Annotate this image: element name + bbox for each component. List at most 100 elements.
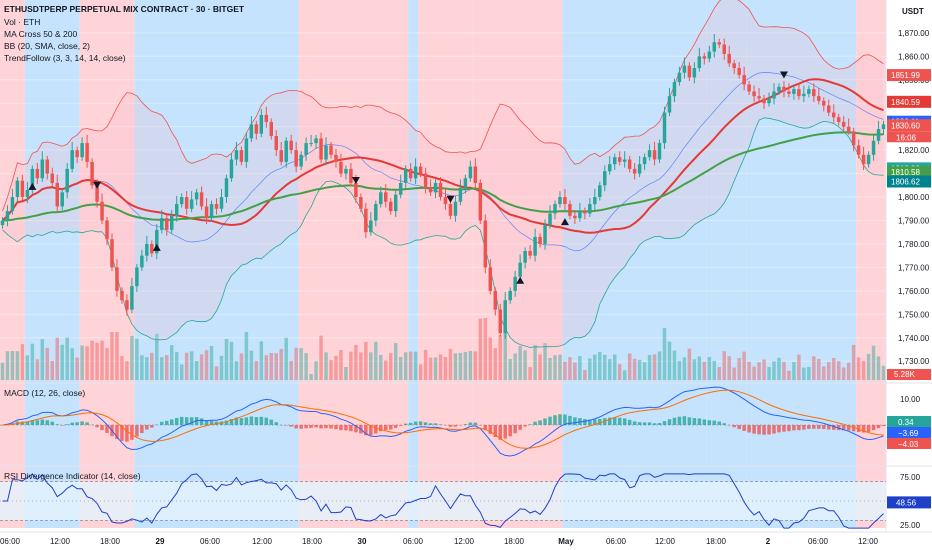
volume-bar — [578, 356, 582, 380]
macd-bar — [612, 417, 617, 425]
volume-bar — [727, 356, 731, 380]
candle — [299, 154, 303, 167]
ma-slow-tag: 1810.58 — [887, 166, 931, 179]
macd-bar — [851, 425, 856, 432]
macd-bar — [319, 425, 323, 429]
macd-bar — [294, 425, 298, 429]
volume-bar — [453, 353, 458, 380]
volume-bar — [523, 350, 527, 380]
candle — [483, 220, 488, 268]
candle — [851, 131, 856, 146]
candles — [0, 34, 886, 339]
macd-value-tag: 0.34 — [887, 416, 931, 427]
macd-bar — [861, 425, 866, 433]
macd-bar — [468, 422, 473, 425]
macd-bar — [443, 425, 448, 426]
volume-bar — [194, 361, 199, 380]
volume-bar — [379, 354, 383, 380]
candle — [588, 204, 592, 214]
volume-bar — [408, 351, 413, 380]
bb-upper-tag-label: 1851.99 — [891, 71, 920, 80]
rsi-legend: RSI Divergence Indicator (14, close) — [4, 471, 141, 481]
macd-bar — [179, 416, 184, 425]
volume-bar — [468, 350, 473, 380]
countdown-label: 16:06 — [896, 133, 917, 142]
macd-bar — [463, 424, 468, 425]
x-tick-label: 12:00 — [858, 537, 879, 546]
candle — [513, 276, 517, 291]
candle — [876, 129, 881, 141]
x-tick-label: 12:00 — [50, 537, 71, 546]
volume-bar — [249, 350, 254, 380]
candle — [294, 150, 298, 167]
volume-bar — [140, 355, 144, 380]
candle — [80, 143, 84, 158]
volume-bar — [174, 352, 179, 380]
volume-bar — [199, 354, 204, 380]
macd-bar — [239, 418, 244, 425]
volume-bar — [652, 354, 657, 380]
macd-bar — [324, 425, 328, 429]
volume-bar — [209, 346, 214, 380]
macd-bar — [692, 418, 697, 425]
candle — [269, 121, 274, 137]
rsi-value-tag: 48.56 — [887, 496, 931, 509]
volume-bar — [254, 360, 259, 380]
macd-bar — [304, 425, 308, 429]
macd-bar — [707, 420, 712, 425]
candle — [662, 112, 667, 144]
macd-bar — [224, 420, 229, 425]
x-tick-label: 29 — [156, 537, 165, 546]
volume-bar — [244, 332, 249, 380]
macd-bar — [493, 425, 498, 438]
macd-bar — [199, 418, 204, 425]
macd-value-box — [887, 427, 931, 438]
candle — [329, 145, 333, 155]
candle — [284, 140, 288, 162]
y-tick-label: 1,750.00 — [898, 310, 930, 319]
candle — [677, 72, 682, 83]
candle — [35, 168, 40, 179]
macd-bar — [105, 425, 109, 433]
volume-bar — [279, 348, 283, 380]
ma-legend: MA Cross 50 & 200 — [4, 29, 78, 39]
trend-zone — [418, 0, 473, 528]
macd-bar — [817, 425, 821, 429]
volume-bar — [443, 356, 448, 380]
volume-bar — [632, 358, 637, 380]
macd-bar — [528, 424, 532, 425]
macd-bar — [448, 425, 453, 427]
candle — [219, 197, 224, 209]
volume-bar — [603, 354, 607, 380]
candle — [762, 98, 766, 104]
candle — [578, 211, 582, 219]
macd-bar — [349, 425, 353, 432]
macd-bar — [379, 425, 383, 432]
volume-bar — [742, 351, 746, 380]
candle — [777, 86, 781, 92]
y-tick-label: 1,780.00 — [898, 240, 930, 249]
macd-bar — [204, 420, 209, 425]
volume-bar — [70, 348, 74, 380]
volume-bar — [334, 355, 338, 380]
volume-bar — [692, 359, 697, 380]
macd-bar — [160, 421, 164, 425]
sell-signal-icon — [779, 71, 788, 79]
candle — [274, 136, 278, 151]
macd-bar — [657, 423, 662, 425]
ma-slow-tag-box — [887, 166, 931, 179]
volume-tag-label: 5.28K — [894, 370, 916, 379]
ma-fast-line — [1, 78, 884, 234]
volume-bar — [15, 351, 20, 380]
volume-bar — [881, 365, 886, 380]
macd-bar — [284, 425, 288, 426]
ma-fast-tag-box — [887, 95, 931, 108]
macd-bar — [573, 417, 577, 425]
trend-zone — [706, 0, 747, 528]
rsi-y-tick: 75.00 — [900, 473, 921, 482]
macd-bar — [289, 425, 293, 427]
macd-bar — [264, 417, 269, 425]
x-tick-label: 30 — [358, 537, 367, 546]
candle — [856, 145, 861, 155]
